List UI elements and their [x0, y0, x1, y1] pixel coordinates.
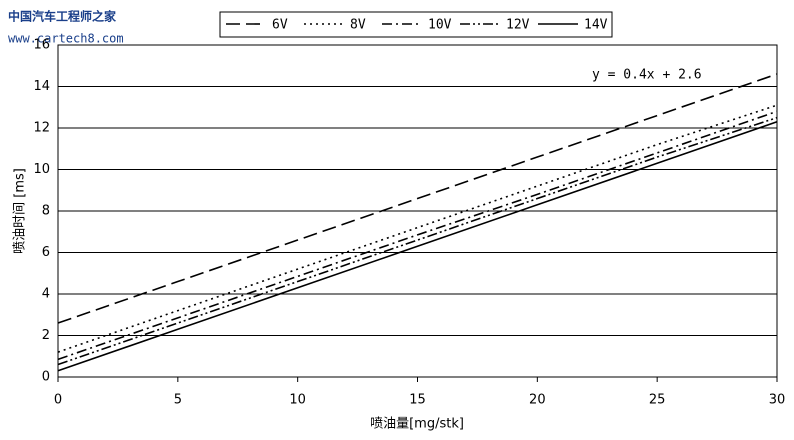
- series-line: [57, 116, 778, 366]
- y-tick-label: 4: [42, 287, 50, 302]
- legend-label: 6V: [272, 18, 288, 33]
- legend-label: 14V: [584, 18, 608, 33]
- y-tick-label: 16: [33, 38, 50, 53]
- annotation: y = 0.4x + 2.6: [592, 68, 702, 83]
- legend-label: 12V: [506, 18, 530, 33]
- y-tick-label: 6: [42, 245, 50, 260]
- y-tick-label: 8: [42, 204, 50, 219]
- series-line: [57, 104, 778, 353]
- y-tick-label: 2: [42, 328, 50, 343]
- series-line: [57, 73, 778, 324]
- x-tick-label: 15: [409, 393, 426, 408]
- x-tick-label: 10: [289, 393, 306, 408]
- y-tick-label: 10: [33, 162, 50, 177]
- x-axis-label: 喷油量[mg/stk]: [370, 417, 464, 432]
- watermark-title: 中国汽车工程师之家: [8, 9, 117, 24]
- x-tick-label: 25: [649, 393, 666, 408]
- x-tick-label: 20: [529, 393, 546, 408]
- y-tick-label: 14: [33, 79, 50, 94]
- x-tick-label: 5: [174, 393, 182, 408]
- x-tick-label: 30: [769, 393, 786, 408]
- legend-box: [219, 11, 613, 38]
- x-tick-label: 0: [54, 393, 62, 408]
- legend-label: 8V: [350, 18, 366, 33]
- legend-label: 10V: [428, 18, 452, 33]
- y-tick-label: 12: [33, 121, 50, 136]
- series-line: [57, 121, 778, 372]
- y-axis-label: 喷油时间 [ms]: [13, 168, 28, 254]
- series-line: [57, 110, 778, 361]
- y-tick-label: 0: [42, 370, 50, 385]
- plot-frame: [57, 44, 778, 378]
- watermark-url: www.cartech8.com: [8, 32, 124, 46]
